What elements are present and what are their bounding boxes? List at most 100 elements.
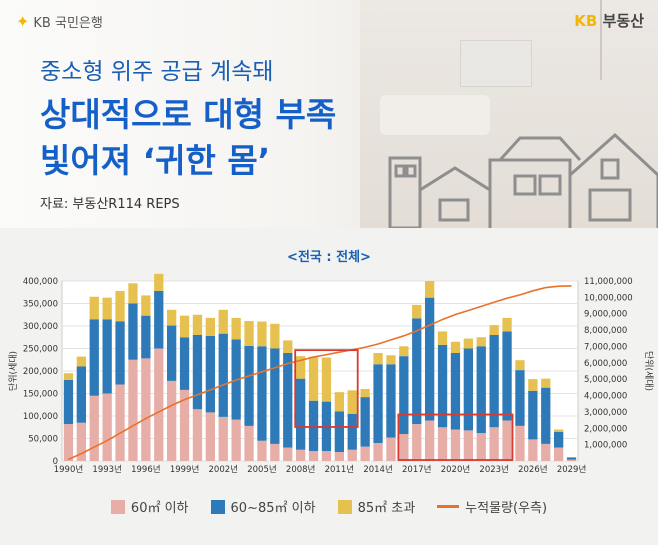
bar-small-60	[205, 412, 215, 461]
bar-small-60	[179, 389, 190, 461]
legend-item-medium: 60~85㎡ 이하	[210, 497, 316, 516]
x-tick-label: 2002년	[209, 464, 238, 474]
y-right-tick-label: 3,000,000	[584, 408, 627, 418]
bar-medium-60-85	[270, 348, 280, 444]
bar-large-85	[502, 317, 512, 332]
legend-swatch-small	[110, 499, 125, 514]
title-line-1: 상대적으로 대형 부족	[40, 95, 337, 134]
bar-small-60	[437, 427, 448, 461]
y-left-tick-label: 100,000	[23, 412, 58, 422]
bar-medium-60-85	[296, 378, 306, 450]
brand-logo-kb: KB	[574, 12, 598, 30]
highlight-box	[397, 413, 514, 461]
bar-small-60	[192, 409, 203, 461]
bar-small-60	[296, 449, 306, 461]
bar-large-85	[154, 273, 164, 291]
bar-medium-60-85	[334, 411, 344, 452]
bar-large-85	[270, 323, 280, 349]
background-sofa	[380, 95, 490, 135]
bank-logo-text: KB 국민은행	[33, 16, 103, 31]
bar-small-60	[102, 393, 112, 461]
y-left-tick-label: 250,000	[23, 345, 58, 355]
bar-small-60	[244, 425, 254, 461]
y-right-tick-label: 8,000,000	[584, 326, 627, 336]
bar-large-85	[425, 281, 435, 298]
bar-medium-60-85	[554, 431, 564, 448]
bar-medium-60-85	[347, 413, 357, 450]
bar-large-85	[476, 337, 486, 347]
bar-large-85	[541, 378, 551, 388]
bar-large-85	[192, 314, 203, 335]
stacked-bar-chart: 0 50,000 100,000 150,000 200,000 250,000 300,0…	[8, 273, 654, 474]
bar-medium-60-85	[489, 335, 499, 428]
y-left-tick-label: 200,000	[23, 367, 58, 377]
bar-small-60	[425, 420, 435, 461]
bar-large-85	[347, 390, 357, 414]
bar-medium-60-85	[463, 348, 473, 431]
bar-large-85	[412, 304, 422, 319]
bar-small-60	[167, 380, 177, 461]
legend-item-cumulative: 누적물량(우측)	[437, 497, 547, 516]
x-tick-label: 2014년	[363, 464, 392, 474]
house-line-art-icon	[388, 132, 658, 228]
bar-medium-60-85	[179, 337, 190, 390]
bar-large-85	[63, 373, 74, 380]
bar-small-60	[334, 452, 344, 461]
bar-large-85	[386, 355, 396, 365]
y-left-tick-label: 0	[53, 457, 58, 467]
bar-medium-60-85	[566, 457, 577, 460]
bar-large-85	[218, 309, 228, 334]
background-tv	[460, 40, 532, 87]
y-right-axis-label: 단위(세대)	[643, 351, 654, 391]
bar-small-60	[566, 459, 577, 461]
legend-label-cumulative: 누적물량(우측)	[465, 501, 548, 516]
bar-large-85	[167, 309, 177, 326]
bar-small-60	[154, 348, 164, 461]
bar-medium-60-85	[63, 380, 74, 425]
bar-medium-60-85	[528, 390, 538, 440]
bar-small-60	[231, 419, 241, 461]
bar-medium-60-85	[257, 346, 267, 441]
bar-small-60	[399, 434, 409, 461]
bar-large-85	[334, 392, 344, 412]
legend-swatch-large	[337, 499, 352, 514]
bar-medium-60-85	[412, 318, 422, 425]
title-line-2: 빛어져 ‘귀한 몸’	[40, 141, 271, 180]
bar-large-85	[257, 321, 267, 347]
bar-small-60	[283, 447, 293, 461]
bar-medium-60-85	[244, 345, 254, 426]
y-right-tick-label: 5,000,000	[584, 375, 627, 385]
bar-small-60	[347, 449, 357, 461]
bar-large-85	[141, 295, 151, 316]
y-right-tick-label: 10,000,000	[584, 293, 633, 303]
y-left-tick-label: 300,000	[23, 322, 58, 332]
bar-small-60	[89, 395, 99, 461]
bar-large-85	[528, 379, 538, 391]
x-tick-label: 2023년	[479, 464, 508, 474]
x-tick-label: 1996년	[131, 464, 160, 474]
y-right-tick-label: 7,000,000	[584, 342, 627, 352]
bar-small-60	[528, 439, 538, 461]
legend-label-small: 60㎡ 이하	[130, 501, 189, 516]
bar-small-60	[554, 447, 564, 461]
bar-medium-60-85	[386, 364, 396, 438]
bar-medium-60-85	[205, 335, 215, 413]
bar-medium-60-85	[399, 356, 409, 434]
bar-large-85	[437, 331, 448, 345]
highlight-box	[294, 349, 359, 428]
bar-large-85	[89, 296, 99, 320]
legend-label-medium: 60~85㎡ 이하	[230, 501, 316, 516]
bar-medium-60-85	[102, 319, 112, 394]
bar-large-85	[515, 360, 525, 371]
bar-large-85	[128, 283, 138, 304]
bar-medium-60-85	[89, 319, 99, 396]
bar-large-85	[179, 315, 190, 338]
bar-medium-60-85	[373, 364, 383, 443]
y-left-axis-label: 단위(세대)	[8, 351, 19, 391]
bar-small-60	[412, 424, 422, 461]
legend-item-large: 85㎡ 초과	[337, 497, 415, 516]
x-tick-label: 1999년	[170, 464, 199, 474]
bar-small-60	[128, 359, 138, 461]
bar-large-85	[450, 341, 461, 353]
bar-medium-60-85	[515, 370, 525, 426]
